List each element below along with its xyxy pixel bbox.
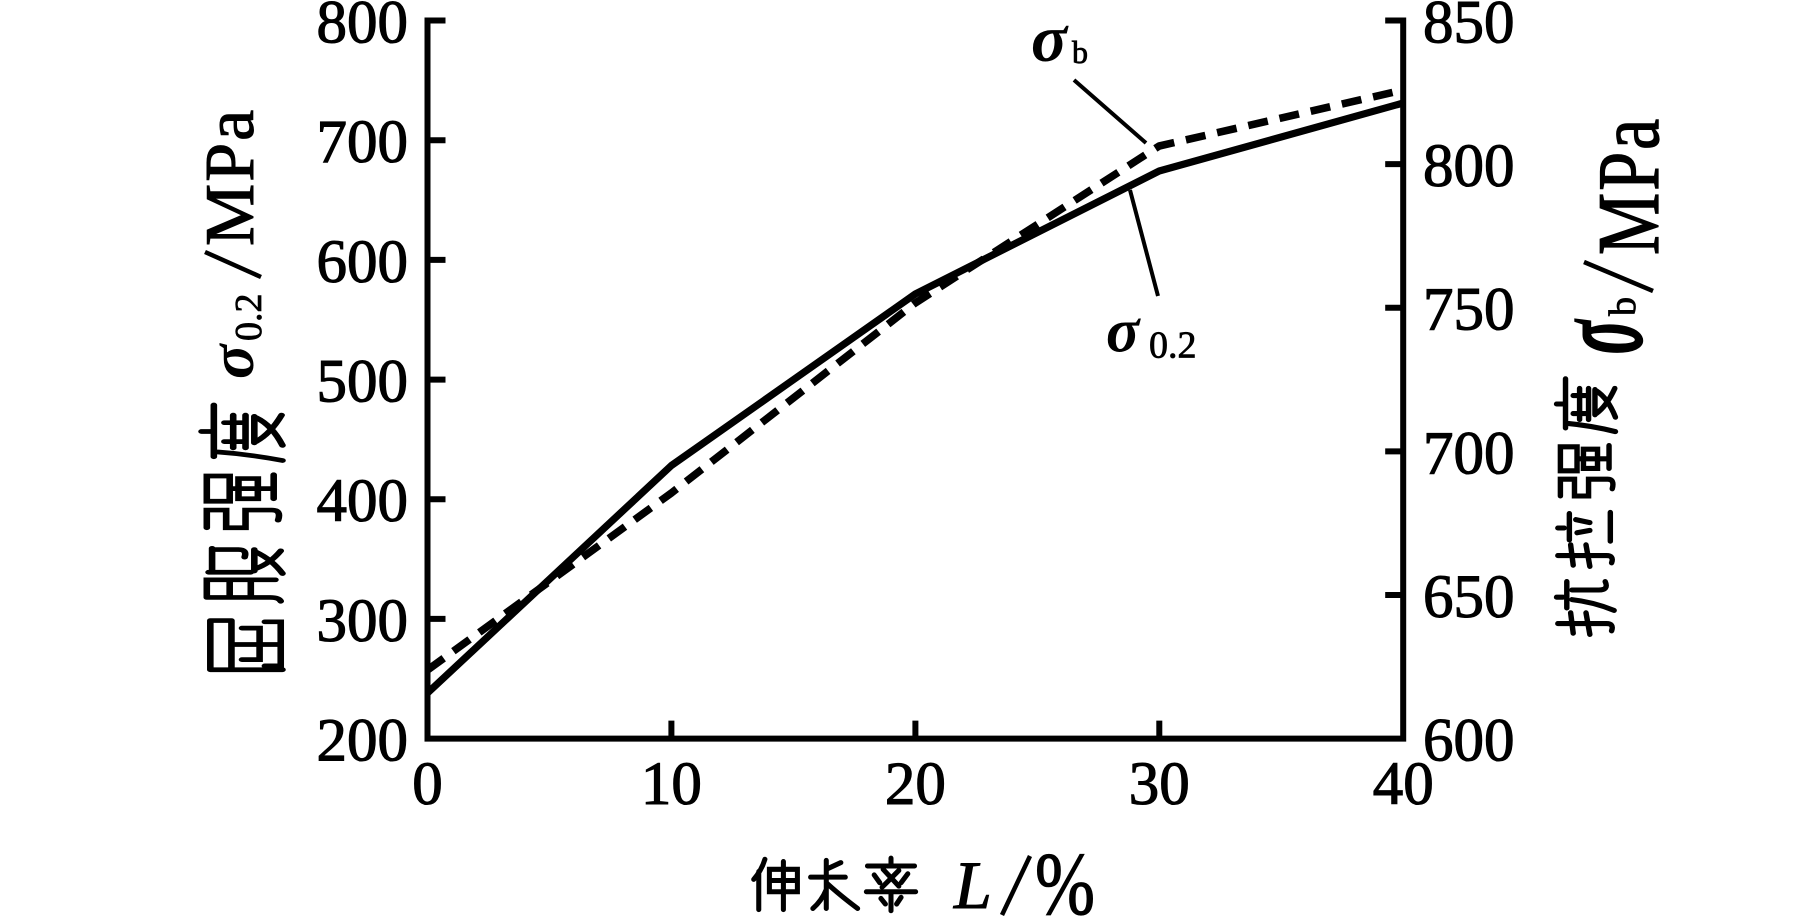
- svg-text:600: 600: [1423, 708, 1515, 775]
- svg-text:650: 650: [1423, 564, 1515, 631]
- svg-text:600: 600: [317, 229, 409, 296]
- svg-text:500: 500: [317, 349, 409, 416]
- svg-text:750: 750: [1423, 277, 1515, 344]
- svg-text:L: L: [953, 847, 992, 916]
- svg-text:700: 700: [1423, 420, 1515, 487]
- svg-text:20: 20: [885, 751, 946, 818]
- svg-text:800: 800: [317, 0, 409, 57]
- svg-text:300: 300: [317, 588, 409, 655]
- svg-text:b: b: [1072, 34, 1088, 70]
- svg-text:200: 200: [317, 708, 409, 775]
- svg-text:σ: σ: [1532, 319, 1669, 354]
- svg-text:400: 400: [317, 468, 409, 535]
- svg-text:σ: σ: [1106, 298, 1141, 366]
- svg-text:30: 30: [1129, 751, 1190, 818]
- svg-text:b: b: [1602, 297, 1644, 316]
- svg-text:850: 850: [1423, 0, 1515, 57]
- svg-text:0.2: 0.2: [228, 294, 270, 342]
- svg-text:0.2: 0.2: [1149, 325, 1197, 367]
- svg-text:σ: σ: [1031, 2, 1069, 76]
- svg-text:MPa: MPa: [192, 108, 269, 246]
- svg-text:MPa: MPa: [1581, 117, 1678, 255]
- svg-text:σ: σ: [196, 343, 267, 379]
- svg-text:800: 800: [1423, 133, 1515, 200]
- svg-text:40: 40: [1373, 751, 1434, 818]
- svg-text:%: %: [1035, 835, 1095, 916]
- svg-text:700: 700: [317, 109, 409, 176]
- svg-text:10: 10: [641, 751, 702, 818]
- svg-text:0: 0: [412, 751, 443, 818]
